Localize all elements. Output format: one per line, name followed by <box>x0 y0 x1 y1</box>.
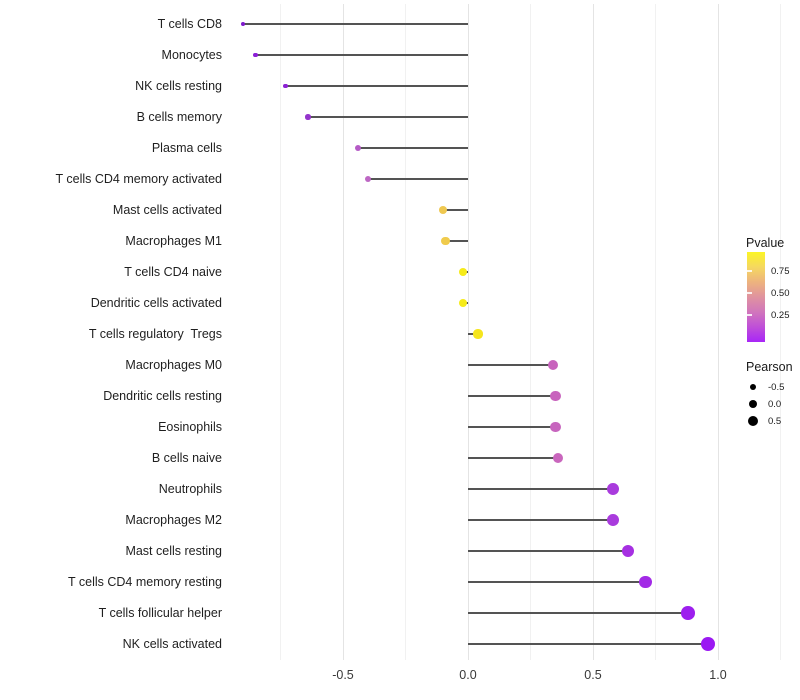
category-label: B cells naive <box>151 451 222 465</box>
category-label: T cells CD4 naive <box>124 265 222 279</box>
lollipop-dot <box>621 544 635 558</box>
lollipop-stem <box>468 395 556 397</box>
gridline <box>592 4 594 660</box>
lollipop-stem <box>468 612 688 614</box>
category-label: Dendritic cells activated <box>90 296 222 310</box>
category-label: Plasma cells <box>151 141 222 155</box>
x-tick-label: -0.5 <box>332 668 354 682</box>
lollipop-dot <box>607 483 619 495</box>
category-label: Macrophages M2 <box>125 513 222 527</box>
lollipop-dot <box>458 298 468 308</box>
colorbar-tick-label: 0.75 <box>771 265 790 277</box>
lollipop-dot <box>701 637 715 651</box>
size-legend-dot <box>748 399 758 409</box>
size-legend-label: 0.0 <box>768 398 782 410</box>
pearson-legend-title: Pearson <box>746 360 793 374</box>
lollipop-dot <box>241 22 245 26</box>
category-label: T cells CD4 memory resting <box>68 575 222 589</box>
category-label: T cells CD8 <box>157 17 222 31</box>
x-tick-label: 0.0 <box>459 668 477 682</box>
category-label: Dendritic cells resting <box>103 389 222 403</box>
lollipop-stem <box>468 550 628 552</box>
category-label: Monocytes <box>161 48 222 62</box>
lollipop-stem <box>468 581 646 583</box>
lollipop-stem <box>285 85 468 87</box>
lollipop-stem <box>368 178 468 180</box>
category-label: T cells regulatory Tregs <box>88 327 222 341</box>
lollipop-stem <box>468 488 613 490</box>
lollipop-dot <box>458 267 468 277</box>
category-label: Macrophages M0 <box>125 358 222 372</box>
lollipop-dot <box>547 359 559 371</box>
gridline <box>342 4 344 660</box>
lollipop-dot <box>253 52 258 58</box>
gridline <box>280 4 281 660</box>
lollipop-stem <box>255 54 468 56</box>
colorbar-tick-label: 0.25 <box>771 309 790 321</box>
pvalue-legend-title: Pvalue <box>746 236 785 250</box>
category-label: Neutrophils <box>158 482 222 496</box>
colorbar-tick <box>747 314 752 317</box>
gridline <box>655 4 656 660</box>
colorbar-tick-label: 0.50 <box>771 287 790 299</box>
lollipop-dot <box>441 236 450 246</box>
lollipop-stem <box>468 426 556 428</box>
size-legend-label: 0.5 <box>768 415 782 427</box>
lollipop-stem <box>468 519 613 521</box>
category-label: Mast cells activated <box>112 203 222 217</box>
category-label: Mast cells resting <box>125 544 222 558</box>
gridline <box>405 4 406 660</box>
colorbar-tick <box>747 292 752 295</box>
lollipop-stem <box>358 147 468 149</box>
size-legend-dot <box>747 415 759 427</box>
lollipop-dot <box>283 83 288 89</box>
category-label: Eosinophils <box>158 420 222 434</box>
category-label: NK cells resting <box>135 79 222 93</box>
lollipop-dot <box>550 421 561 433</box>
lollipop-dot <box>364 175 372 183</box>
lollipop-dot <box>305 114 311 120</box>
size-legend-label: -0.5 <box>768 381 785 393</box>
lollipop-dot <box>473 329 483 339</box>
size-legend-dot <box>749 383 757 391</box>
x-tick-label: 0.5 <box>584 668 602 682</box>
lollipop-dot <box>639 575 652 589</box>
lollipop-dot <box>607 514 619 526</box>
lollipop-dot <box>550 390 561 402</box>
gridline <box>780 4 781 660</box>
gridline <box>467 4 469 660</box>
lollipop-dot <box>354 144 362 152</box>
category-label: T cells CD4 memory activated <box>55 172 223 186</box>
lollipop-stem <box>468 457 558 459</box>
lollipop-stem <box>468 364 553 366</box>
category-label: NK cells activated <box>122 637 222 651</box>
lollipop-dot <box>552 452 564 464</box>
lollipop-stem <box>243 23 468 25</box>
lollipop-stem <box>445 240 468 242</box>
gridline <box>717 4 719 660</box>
pvalue-colorbar <box>747 252 765 342</box>
lollipop-stem <box>468 333 478 335</box>
lollipop-stem <box>468 643 708 645</box>
x-tick-label: 1.0 <box>709 668 727 682</box>
category-label: B cells memory <box>136 110 222 124</box>
colorbar-tick <box>747 270 752 273</box>
category-label: T cells follicular helper <box>98 606 222 620</box>
lollipop-stem <box>443 209 468 211</box>
lollipop-stem <box>308 116 468 118</box>
category-label: Macrophages M1 <box>125 234 222 248</box>
gridline <box>530 4 531 660</box>
lollipop-dot <box>438 205 448 215</box>
lollipop-dot <box>681 606 695 620</box>
